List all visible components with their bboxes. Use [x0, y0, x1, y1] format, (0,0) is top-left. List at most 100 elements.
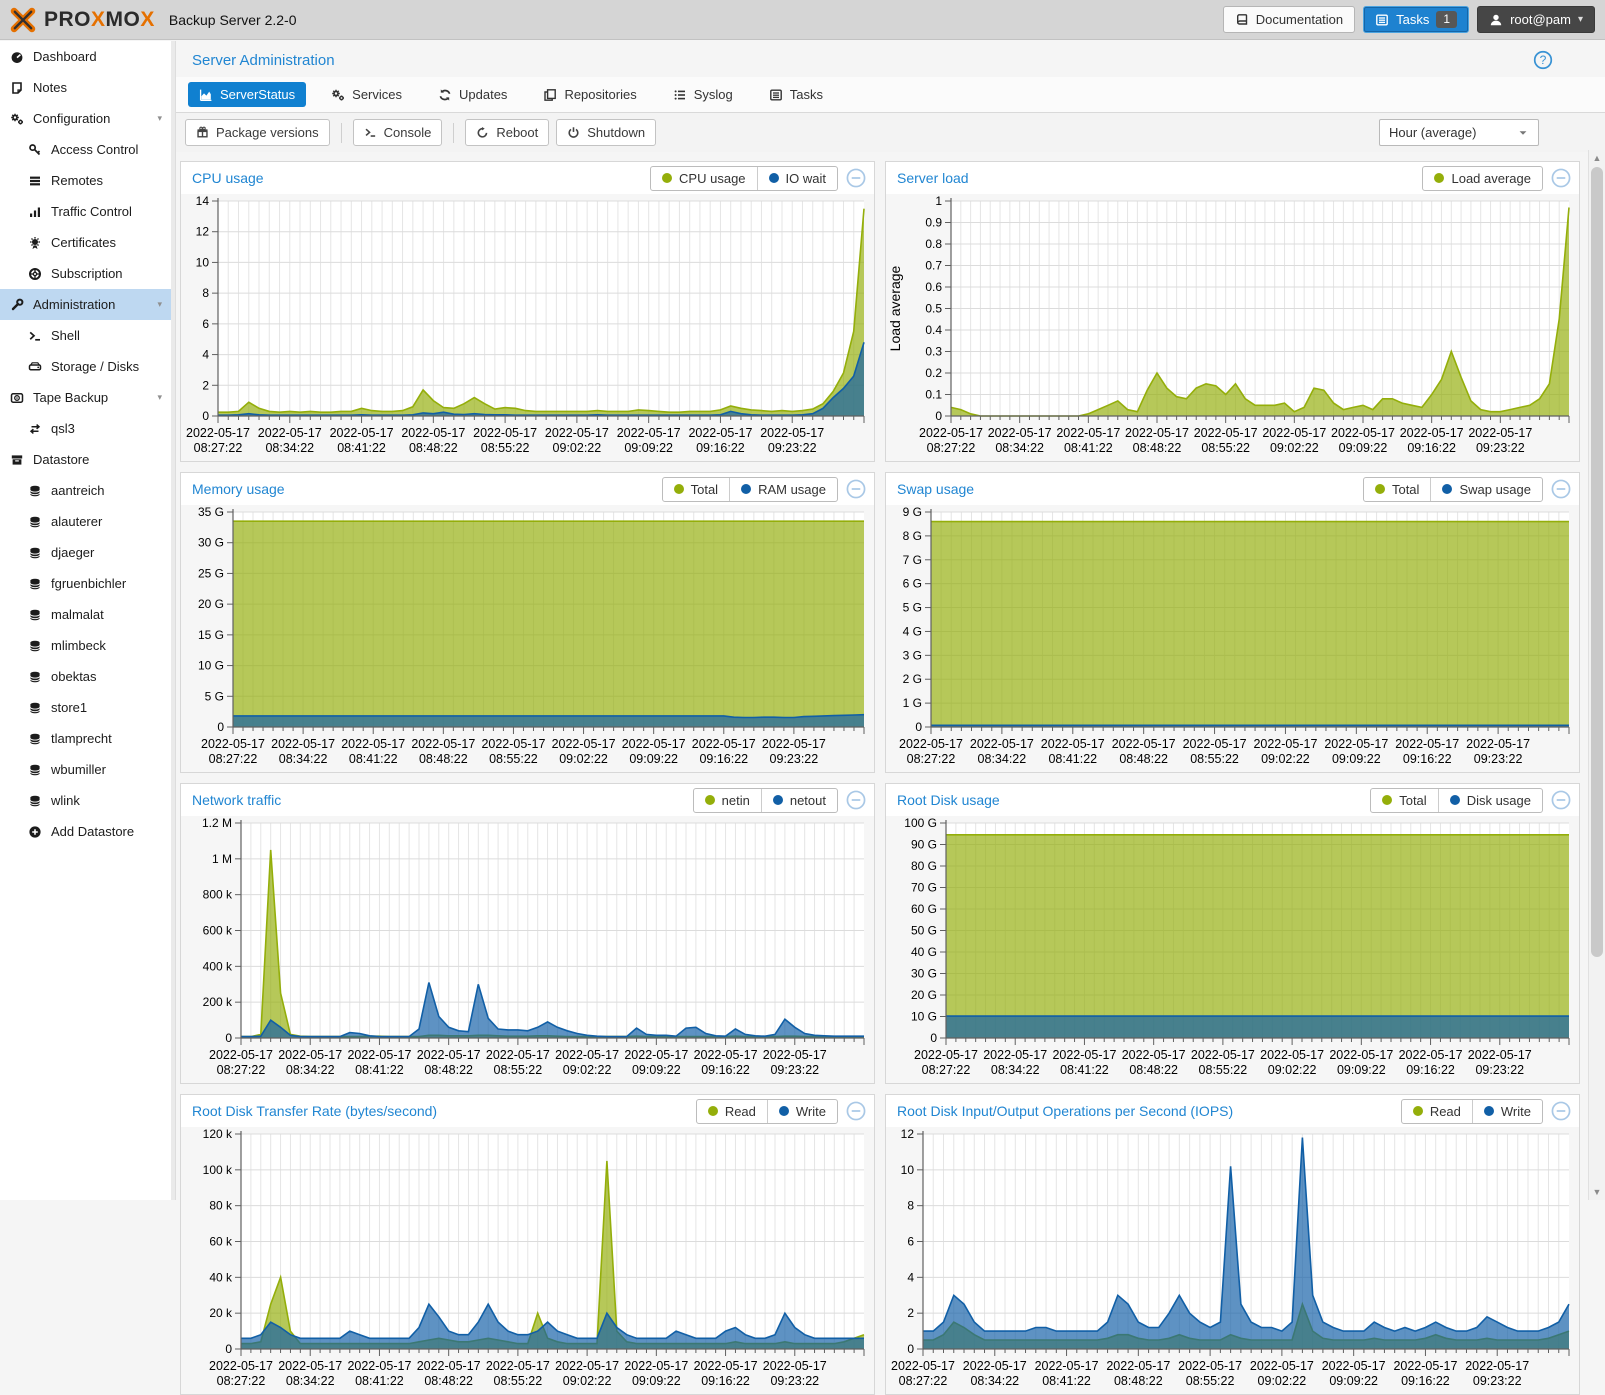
y-tick-label: 3 G	[903, 648, 922, 662]
tab-label: Syslog	[693, 87, 733, 102]
user-label: root@pam	[1510, 12, 1571, 27]
legend-item-read[interactable]: Read	[697, 1100, 767, 1123]
console-button[interactable]: Console	[352, 119, 443, 146]
sidebar-item-add-datastore[interactable]: Add Datastore	[0, 816, 171, 847]
x-tick-date: 2022-05-17	[694, 1359, 758, 1373]
x-tick-time: 09:16:22	[1407, 441, 1456, 455]
collapse-panel-icon[interactable]	[1551, 479, 1571, 499]
legend-item-disk-usage[interactable]: Disk usage	[1437, 788, 1542, 812]
user-menu-button[interactable]: root@pam ▾	[1477, 6, 1595, 33]
reboot-button[interactable]: Reboot	[465, 119, 550, 146]
terminal-icon	[27, 329, 43, 343]
legend-dot	[1483, 1106, 1494, 1116]
y-tick-label: 1.2 M	[202, 816, 232, 830]
collapse-panel-icon[interactable]	[846, 790, 866, 810]
sidebar-item-wlink[interactable]: wlink	[0, 785, 171, 816]
x-tick-date: 2022-05-17	[347, 1048, 411, 1062]
legend-item-ram-usage[interactable]: RAM usage	[729, 477, 837, 501]
package-versions-button[interactable]: Package versions	[185, 119, 330, 146]
x-tick-time: 08:27:22	[194, 441, 243, 455]
sidebar-item-configuration[interactable]: Configuration ▾	[0, 103, 171, 134]
sidebar-item-malmalat[interactable]: malmalat	[0, 599, 171, 630]
y-tick-label: 0.5	[925, 302, 942, 316]
legend-item-swap-usage[interactable]: Swap usage	[1430, 477, 1542, 501]
sidebar-item-store1[interactable]: store1	[0, 692, 171, 723]
scrollbar-thumb[interactable]	[1591, 167, 1603, 957]
sidebar-item-traffic-control[interactable]: Traffic Control	[0, 196, 171, 227]
x-tick-time: 08:48:22	[1114, 1374, 1163, 1388]
sidebar-item-wbumiller[interactable]: wbumiller	[0, 754, 171, 785]
legend-item-write[interactable]: Write	[1471, 1099, 1542, 1123]
x-tick-date: 2022-05-17	[1331, 426, 1395, 440]
legend-item-netin[interactable]: netin	[694, 789, 761, 812]
y-tick-label: 10 G	[198, 659, 224, 673]
sidebar-item-certificates[interactable]: Certificates	[0, 227, 171, 258]
chart-legend: Load average	[1422, 165, 1543, 191]
legend-item-total[interactable]: Total	[663, 478, 729, 501]
collapse-panel-icon[interactable]	[846, 1101, 866, 1121]
time-range-select[interactable]: Hour (average)	[1379, 119, 1539, 146]
tab-repositories[interactable]: Repositories	[532, 82, 647, 107]
legend-item-total[interactable]: Total	[1371, 789, 1437, 812]
tab-syslog[interactable]: Syslog	[662, 82, 744, 107]
sidebar-item-administration[interactable]: Administration ▾	[0, 289, 171, 320]
sidebar-item-shell[interactable]: Shell	[0, 320, 171, 351]
scroll-down-arrow[interactable]: ▼	[1592, 1187, 1602, 1197]
tab-serverstatus[interactable]: ServerStatus	[188, 82, 307, 107]
sidebar-item-aantreich[interactable]: aantreich	[0, 475, 171, 506]
legend-item-load-average[interactable]: Load average	[1423, 167, 1542, 190]
collapse-panel-icon[interactable]	[1551, 790, 1571, 810]
chevron-down-icon[interactable]: ▾	[157, 392, 162, 402]
x-tick-time: 09:16:22	[701, 1063, 750, 1077]
sidebar-splitter[interactable]	[171, 41, 176, 1200]
collapse-panel-icon[interactable]	[1551, 1101, 1571, 1121]
sidebar-item-mlimbeck[interactable]: mlimbeck	[0, 630, 171, 661]
legend-item-read[interactable]: Read	[1402, 1100, 1472, 1123]
sidebar-item-notes[interactable]: Notes	[0, 72, 171, 103]
collapse-panel-icon[interactable]	[846, 168, 866, 188]
documentation-button[interactable]: Documentation	[1222, 6, 1356, 33]
vertical-scrollbar[interactable]: ▲ ▼	[1588, 150, 1605, 1200]
y-tick-label: 0.4	[925, 323, 942, 337]
tasks-button[interactable]: Tasks 1	[1363, 6, 1470, 33]
sidebar-item-access-control[interactable]: Access Control	[0, 134, 171, 165]
chart-area-icon	[199, 88, 213, 102]
sidebar-item-djaeger[interactable]: djaeger	[0, 537, 171, 568]
x-tick-time: 08:34:22	[286, 1063, 335, 1077]
database-icon	[27, 670, 43, 684]
legend-item-netout[interactable]: netout	[760, 788, 837, 812]
x-tick-date: 2022-05-17	[486, 1359, 550, 1373]
sidebar-item-tape-backup[interactable]: Tape Backup ▾	[0, 382, 171, 413]
chevron-down-icon[interactable]: ▾	[157, 113, 162, 123]
sidebar-item-storage-disks[interactable]: Storage / Disks	[0, 351, 171, 382]
shutdown-button[interactable]: Shutdown	[556, 119, 657, 146]
legend-item-cpu-usage[interactable]: CPU usage	[651, 167, 756, 190]
sidebar-item-qsl3[interactable]: qsl3	[0, 413, 171, 444]
legend-item-write[interactable]: Write	[766, 1099, 837, 1123]
scroll-up-arrow[interactable]: ▲	[1592, 153, 1602, 163]
bars-icon	[27, 174, 43, 188]
sidebar-item-dashboard[interactable]: Dashboard	[0, 41, 171, 72]
tab-services[interactable]: Services	[320, 82, 413, 107]
collapse-panel-icon[interactable]	[1551, 168, 1571, 188]
product-version-label: Backup Server 2.2-0	[168, 11, 297, 28]
legend-item-total[interactable]: Total	[1364, 478, 1430, 501]
sidebar-item-datastore[interactable]: Datastore	[0, 444, 171, 475]
tab-updates[interactable]: Updates	[427, 82, 518, 107]
sidebar-item-subscription[interactable]: Subscription	[0, 258, 171, 289]
sidebar-item-obektas[interactable]: obektas	[0, 661, 171, 692]
legend-item-io-wait[interactable]: IO wait	[756, 166, 837, 190]
collapse-panel-icon[interactable]	[846, 479, 866, 499]
sidebar-item-remotes[interactable]: Remotes	[0, 165, 171, 196]
sidebar-item-alauterer[interactable]: alauterer	[0, 506, 171, 537]
sidebar-item-label: Tape Backup	[33, 390, 109, 405]
chart-iops: 0246810122022-05-1708:27:222022-05-1708:…	[886, 1127, 1579, 1394]
power-icon	[567, 126, 580, 139]
chevron-down-icon[interactable]: ▾	[157, 299, 162, 309]
sidebar-item-label: Storage / Disks	[51, 359, 140, 374]
sidebar-item-fgruenbichler[interactable]: fgruenbichler	[0, 568, 171, 599]
help-icon[interactable]: ?	[1533, 50, 1553, 70]
sidebar-item-tlamprecht[interactable]: tlamprecht	[0, 723, 171, 754]
tab-tasks[interactable]: Tasks	[758, 82, 834, 107]
x-tick-time: 09:02:22	[1258, 1374, 1307, 1388]
